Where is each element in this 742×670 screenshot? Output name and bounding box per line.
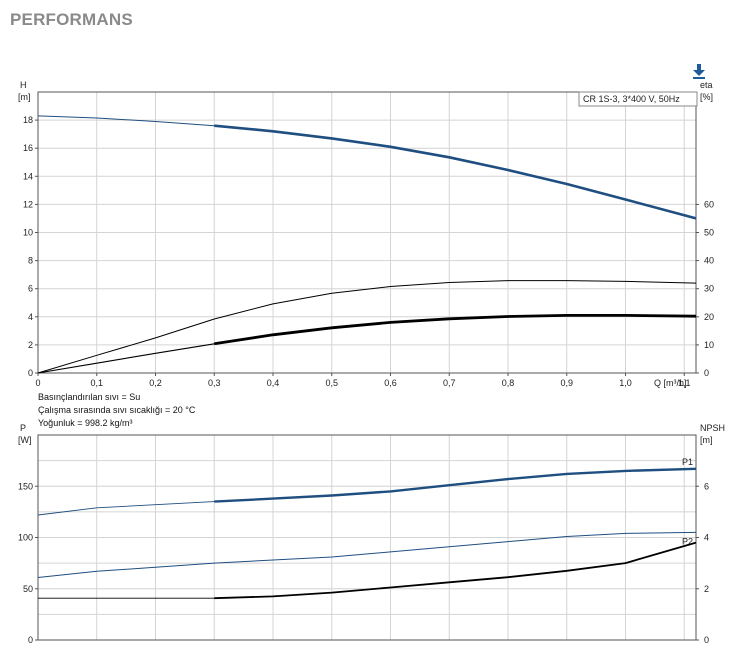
y-left-tick-label: 16 xyxy=(23,143,33,153)
x-tick-label: 0,1 xyxy=(90,378,103,388)
note-density: Yoğunluk = 998.2 kg/m³ xyxy=(38,418,133,428)
y-left-axis-unit: [m] xyxy=(18,92,31,102)
legend-label: CR 1S-3, 3*400 V, 50Hz xyxy=(583,94,680,104)
x-tick-label: 0,7 xyxy=(443,378,456,388)
y-left-tick-label: 4 xyxy=(28,312,33,322)
y-left-tick-label: 0 xyxy=(28,368,33,378)
series-line-1 xyxy=(37,280,697,374)
x-axis-title: Q [m³/h] xyxy=(654,378,687,388)
y-right-tick-label: 10 xyxy=(704,340,714,350)
y-left-tick-label: 0 xyxy=(28,635,33,645)
y-left-tick-label: 12 xyxy=(23,199,33,209)
y-right-tick-label: 4 xyxy=(704,533,709,543)
head-efficiency-chart: 0 2 4 6 8 10 12 14 16 18 0 10 20 30 40 50 60 H [m] eta [%] 0 0… xyxy=(18,80,714,388)
y-left-axis-unit: [W] xyxy=(18,435,32,445)
y-left-tick-label: 6 xyxy=(28,284,33,294)
y-right-tick-label: 2 xyxy=(704,584,709,594)
y-right-tick-label: 50 xyxy=(704,228,714,238)
legend: CR 1S-3, 3*400 V, 50Hz xyxy=(578,91,698,107)
x-tick-label: 0 xyxy=(35,378,40,388)
y-right-axis-unit: [m] xyxy=(700,435,713,445)
y-right-tick-label: 0 xyxy=(704,368,709,378)
note-liquid: Basınçlandırılan sıvı = Su xyxy=(38,392,141,402)
y-right-axis-title: NPSH xyxy=(700,423,725,433)
y-left-tick-label: 150 xyxy=(18,481,33,491)
y-left-tick-label: 8 xyxy=(28,256,33,266)
y-left-tick-label: 2 xyxy=(28,340,33,350)
y-left-axis-title: H xyxy=(20,80,27,90)
y-right-tick-label: 40 xyxy=(704,256,714,266)
y-left-axis-title: P xyxy=(20,423,26,433)
y-left-tick-label: 100 xyxy=(18,533,33,543)
x-tick-label: 0,8 xyxy=(502,378,515,388)
y-right-tick-label: 20 xyxy=(704,312,714,322)
y-right-tick-label: 30 xyxy=(704,284,714,294)
y-left-tick-label: 10 xyxy=(23,228,33,238)
page-title: PERFORMANS xyxy=(10,10,133,29)
y-right-tick-label: 60 xyxy=(704,199,714,209)
x-tick-label: 0,6 xyxy=(384,378,397,388)
series-line-emphasis-0 xyxy=(214,124,697,220)
x-tick-label: 0,9 xyxy=(560,378,573,388)
x-tick-label: 1,1 xyxy=(678,378,691,388)
series-label-P2: P2 xyxy=(682,536,693,546)
series-line-emphasis-0 xyxy=(214,467,697,503)
y-right-tick-label: 6 xyxy=(704,481,709,491)
y-left-tick-label: 50 xyxy=(23,584,33,594)
series-line-emphasis-2 xyxy=(214,314,697,346)
x-tick-label: 0,4 xyxy=(267,378,280,388)
series-line-emphasis-2 xyxy=(214,541,697,600)
y-right-axis-unit: [%] xyxy=(700,92,713,102)
y-left-tick-label: 18 xyxy=(23,115,33,125)
series-label-P1: P1 xyxy=(682,457,693,467)
legend-box xyxy=(578,91,698,107)
y-right-tick-label: 0 xyxy=(704,635,709,645)
x-tick-label: 1,0 xyxy=(619,378,632,388)
series-line-1 xyxy=(37,531,697,578)
x-tick-label: 0,2 xyxy=(149,378,162,388)
y-right-axis-title: eta xyxy=(700,80,713,90)
download-icon[interactable] xyxy=(690,62,708,80)
x-tick-label: 0,5 xyxy=(325,378,338,388)
note-temperature: Çalışma sırasında sıvı sıcaklığı = 20 °C xyxy=(38,405,196,415)
x-tick-label: 0,3 xyxy=(208,378,221,388)
y-left-tick-label: 14 xyxy=(23,171,33,181)
